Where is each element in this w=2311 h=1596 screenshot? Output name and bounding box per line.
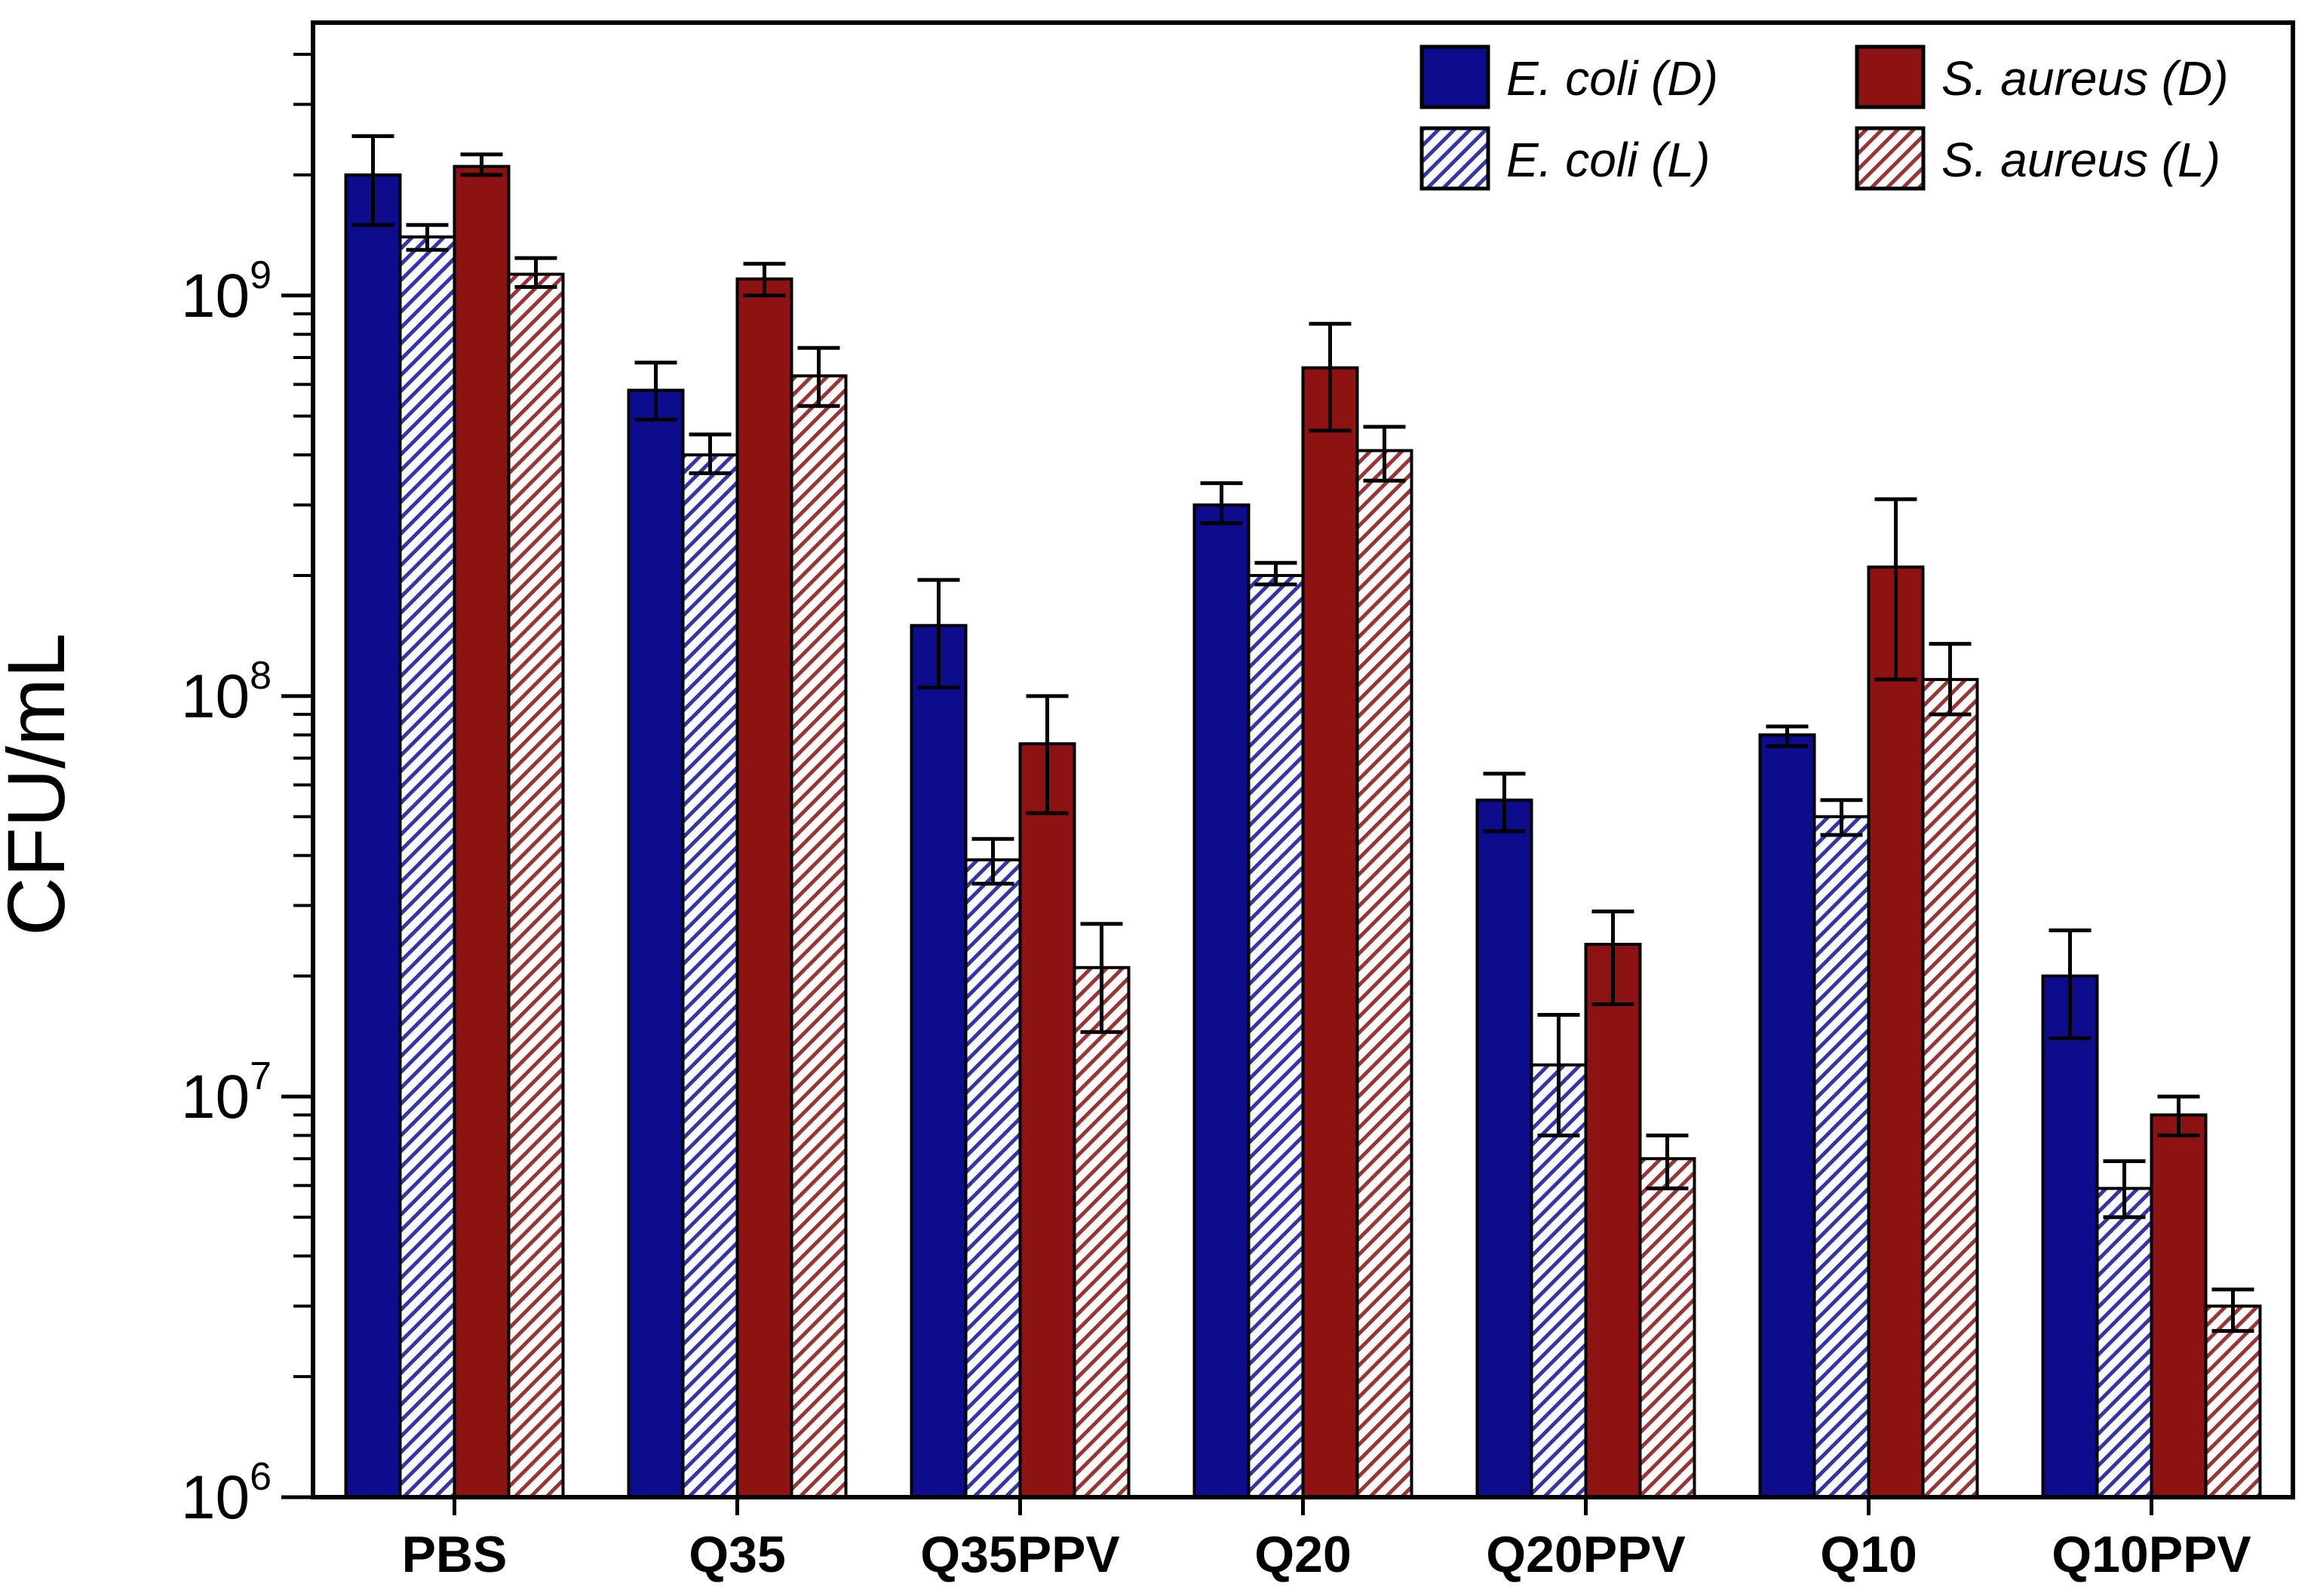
error-bar-ecoli-l-q10ppv <box>2103 1159 2146 1220</box>
error-bar-saureus-d-q20 <box>1309 321 1352 433</box>
error-bar-saureus-l-q35 <box>797 345 840 408</box>
bar-ecoli-d-q20ppv <box>1475 798 1533 1499</box>
y-tick-label-1e8: 108 <box>181 654 272 731</box>
error-bar-saureus-d-q10ppv <box>2157 1094 2200 1137</box>
bar-saureus-d-q10 <box>1867 565 1925 1499</box>
x-tick-label-q10: Q10 <box>1820 1526 1917 1583</box>
legend: E. coli (D) E. coli (L) S. aureus (D) S. au… <box>1419 45 2229 191</box>
error-bar-saureus-d-q10 <box>1874 497 1917 682</box>
legend-label-ecoli-l: E. coli (L) <box>1506 133 1710 187</box>
error-bar-saureus-l-q10ppv <box>2211 1288 2254 1334</box>
legend-item-ecoli-d: E. coli (D) <box>1419 45 1718 109</box>
error-bar-ecoli-d-q20 <box>1200 481 1243 526</box>
error-bars-group <box>351 134 2254 1334</box>
legend-label-saureus-l: S. aureus (L) <box>1941 133 2220 187</box>
error-bar-ecoli-d-q10ppv <box>2049 928 2092 1040</box>
bar-saureus-d-q20 <box>1301 366 1359 1499</box>
bar-saureus-d-q35ppv <box>1018 742 1076 1499</box>
bar-saureus-d-q10ppv <box>2150 1113 2208 1499</box>
error-bar-saureus-d-q35 <box>743 262 786 298</box>
plot-frame <box>311 20 2295 1499</box>
bar-ecoli-d-q10 <box>1758 733 1816 1499</box>
x-tick-label-q10ppv: Q10PPV <box>2052 1526 2251 1583</box>
bar-ecoli-l-q20 <box>1247 573 1305 1499</box>
error-bar-ecoli-l-q20ppv <box>1537 1013 1580 1137</box>
legend-swatch-saureus-l <box>1855 126 1926 191</box>
error-bar-saureus-d-pbs <box>460 152 503 177</box>
bars-group <box>344 164 2262 1499</box>
error-bar-ecoli-l-q20 <box>1254 560 1297 587</box>
x-tick-label-q35: Q35 <box>689 1526 786 1583</box>
x-tick-label-pbs: PBS <box>402 1526 508 1583</box>
y-tick-label-1e9: 109 <box>181 253 272 330</box>
error-bar-ecoli-d-q35ppv <box>917 578 960 690</box>
bar-saureus-d-q20ppv <box>1584 943 1642 1499</box>
error-bar-ecoli-d-q20ppv <box>1483 772 1526 833</box>
error-bar-ecoli-d-pbs <box>351 134 394 227</box>
bar-saureus-d-pbs <box>453 164 511 1499</box>
bar-ecoli-l-q10 <box>1812 815 1871 1499</box>
bar-saureus-l-q20 <box>1355 449 1413 1499</box>
y-axis-ticks: 106 107 108 109 <box>181 53 313 1532</box>
bar-saureus-l-q10ppv <box>2204 1304 2262 1499</box>
legend-label-saureus-d: S. aureus (D) <box>1941 51 2229 106</box>
legend-label-ecoli-d: E. coli (D) <box>1506 51 1718 106</box>
error-bar-saureus-l-pbs <box>514 256 557 290</box>
bar-ecoli-d-pbs <box>344 173 402 1499</box>
bar-saureus-l-pbs <box>507 272 565 1499</box>
legend-swatch-saureus-d <box>1855 45 1926 109</box>
bar-ecoli-d-q35 <box>627 388 685 1499</box>
legend-swatch-ecoli-l <box>1419 126 1490 191</box>
bar-ecoli-l-q35 <box>681 453 739 1499</box>
bar-ecoli-l-q10ppv <box>2095 1186 2153 1499</box>
bar-ecoli-d-q35ppv <box>910 624 968 1499</box>
error-bar-saureus-d-q35ppv <box>1026 694 1069 815</box>
error-bar-saureus-l-q35ppv <box>1080 922 1123 1034</box>
error-bar-ecoli-l-q35 <box>689 432 732 475</box>
bar-ecoli-l-pbs <box>398 235 456 1499</box>
error-bar-saureus-d-q20ppv <box>1591 909 1634 1007</box>
legend-item-saureus-l: S. aureus (L) <box>1855 126 2220 191</box>
bar-saureus-d-q35 <box>735 277 793 1499</box>
bar-saureus-l-q35ppv <box>1073 965 1131 1499</box>
error-bar-saureus-l-q10 <box>1929 642 1972 717</box>
error-bar-ecoli-d-q35 <box>634 361 677 422</box>
bar-ecoli-d-q10ppv <box>2041 974 2099 1499</box>
error-bar-ecoli-l-pbs <box>406 223 449 252</box>
y-axis-title: CFU/mL <box>0 633 81 936</box>
y-tick-label-1e6: 106 <box>181 1455 272 1532</box>
error-bar-ecoli-l-q10 <box>1820 798 1863 837</box>
bar-ecoli-l-q35ppv <box>964 858 1022 1499</box>
error-bar-ecoli-d-q10 <box>1766 724 1809 748</box>
error-bar-saureus-l-q20ppv <box>1646 1133 1689 1191</box>
bar-saureus-l-q35 <box>790 374 848 1499</box>
x-axis-ticks: PBS Q35 Q35PPV Q20 Q20PPV Q10 Q10PPV <box>402 1497 2251 1583</box>
x-tick-label-q20: Q20 <box>1254 1526 1352 1583</box>
x-tick-label-q20ppv: Q20PPV <box>1486 1526 1686 1583</box>
error-bar-ecoli-l-q35ppv <box>971 836 1014 886</box>
y-tick-label-1e7: 107 <box>181 1054 272 1131</box>
legend-item-saureus-d: S. aureus (D) <box>1855 45 2229 109</box>
error-bar-saureus-l-q20 <box>1363 425 1406 483</box>
legend-item-ecoli-l: E. coli (L) <box>1419 126 1710 191</box>
x-tick-label-q35ppv: Q35PPV <box>920 1526 1120 1583</box>
bar-ecoli-d-q20 <box>1192 503 1251 1499</box>
bar-saureus-l-q20ppv <box>1638 1157 1696 1499</box>
bar-saureus-l-q10 <box>1921 677 1979 1499</box>
legend-swatch-ecoli-d <box>1419 45 1490 109</box>
